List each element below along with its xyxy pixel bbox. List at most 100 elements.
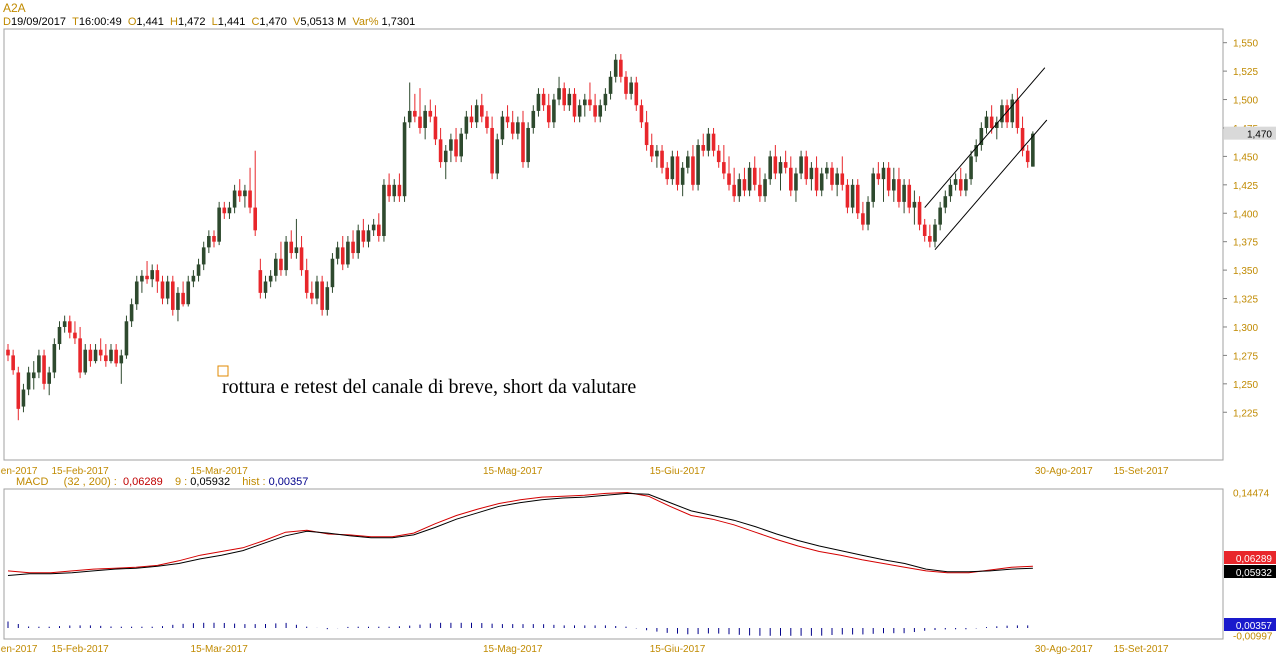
candle-body [248, 190, 252, 208]
candle-body [480, 105, 484, 117]
price-x-tick-label: 15-Mag-2017 [483, 466, 543, 477]
candle-body [747, 167, 752, 191]
candle-body [346, 241, 350, 265]
candle-body [104, 355, 108, 362]
annotation-marker[interactable] [217, 365, 229, 377]
candle-body [794, 173, 798, 191]
price-y-tick-label: 1,250 [1233, 380, 1258, 391]
candle-body [37, 355, 41, 373]
candle-body [124, 321, 129, 356]
candle-body [165, 281, 170, 299]
candle-body [562, 88, 566, 106]
candle-body [279, 258, 283, 271]
candle-body [866, 201, 870, 225]
candle-body [83, 349, 88, 373]
candle-body [397, 184, 402, 197]
candle-body [778, 162, 783, 174]
candle-body [521, 122, 525, 163]
price-x-tick-label: 15-Set-2017 [1113, 466, 1168, 477]
candle-body [171, 281, 175, 310]
price-x-tick-label: 30-Ago-2017 [1035, 466, 1093, 477]
candle-body [222, 207, 227, 214]
candle-body [634, 82, 639, 106]
candle-body [752, 167, 757, 185]
candle-body [340, 247, 345, 265]
candle-body [855, 184, 860, 214]
candle-body [21, 389, 26, 407]
candle-body [505, 116, 510, 123]
candle-body [773, 156, 778, 174]
candle-body [98, 349, 103, 356]
macd-params: (32 , 200) : [63, 476, 117, 488]
price-y-axis: 1,5501,5251,5001,4751,4501,4251,4001,375… [1233, 39, 1258, 420]
candle-body [186, 281, 191, 305]
candle-body [593, 105, 597, 117]
price-x-tick-label: 15-Feb-2017 [51, 466, 109, 477]
candle-body [799, 156, 803, 174]
candle-body [459, 133, 463, 157]
candle-body [711, 133, 716, 151]
current-price-tag-bg [1224, 126, 1276, 140]
macd-x-tick-label: 30-Ago-2017 [1035, 644, 1093, 655]
candle-body [948, 184, 953, 197]
hist-value-tag-bg [1224, 618, 1276, 631]
candle-body [608, 76, 613, 94]
candle-body [598, 105, 603, 117]
candle-body [196, 264, 201, 276]
macd-name: MACD [16, 476, 49, 488]
candle-body [886, 167, 891, 191]
candle-body [243, 190, 247, 197]
macd-y-axis: 0,14474 -0,00997 [1233, 489, 1273, 643]
candle-body [258, 270, 263, 293]
candle-body [11, 355, 15, 371]
candle-body [716, 150, 721, 163]
candle-body [861, 213, 865, 225]
candle-body [335, 247, 340, 259]
candle-body [649, 145, 654, 157]
candle-body [516, 122, 520, 134]
candle-body [577, 105, 582, 117]
candle-body [727, 173, 731, 185]
candle-body [892, 179, 896, 191]
price-x-tick-label: 15-Giu-2017 [650, 466, 706, 477]
candle-body [237, 190, 242, 197]
candle-body [109, 349, 113, 362]
candle-body [922, 224, 927, 236]
candle-body [299, 247, 304, 271]
candle-body [670, 156, 675, 180]
value-tags: 1,470 0,06289 0,05932 0,00357 [1224, 126, 1276, 632]
candle-body [212, 236, 216, 242]
signal-value-tag: 0,05932 [1236, 568, 1273, 579]
candle-body [536, 93, 541, 111]
candle-body [469, 116, 474, 123]
macd-x-tick-label: 15-Giu-2017 [650, 644, 706, 655]
macd-value: 0,06289 [123, 476, 163, 488]
candle-body [876, 173, 881, 180]
hist-value-tag: 0,00357 [1236, 621, 1273, 632]
price-y-tick-label: 1,350 [1233, 266, 1258, 277]
candle-body [207, 236, 211, 248]
candle-body [356, 230, 360, 254]
candle-body [613, 59, 618, 77]
candle-body [47, 372, 51, 384]
candle-body [583, 99, 587, 106]
candle-body [933, 224, 937, 242]
candle-body [438, 139, 443, 163]
candle-body [938, 207, 942, 225]
price-y-tick-label: 1,550 [1233, 39, 1258, 50]
candle-body [603, 93, 608, 106]
candle-body [88, 349, 93, 362]
candle-body [809, 167, 814, 180]
candle-body [572, 93, 577, 117]
candle-body [428, 110, 433, 117]
candle-body [93, 349, 98, 362]
candle-body [474, 105, 479, 123]
candle-body [969, 156, 973, 180]
header-close: 1,470 [259, 16, 287, 28]
candle-body [995, 122, 999, 128]
annotation-text: rottura e retest del canale di breve, sh… [222, 376, 636, 398]
candle-body [160, 281, 165, 299]
price-y-tick-label: 1,300 [1233, 323, 1258, 334]
candle-body [325, 287, 330, 310]
candle-body [840, 173, 845, 185]
